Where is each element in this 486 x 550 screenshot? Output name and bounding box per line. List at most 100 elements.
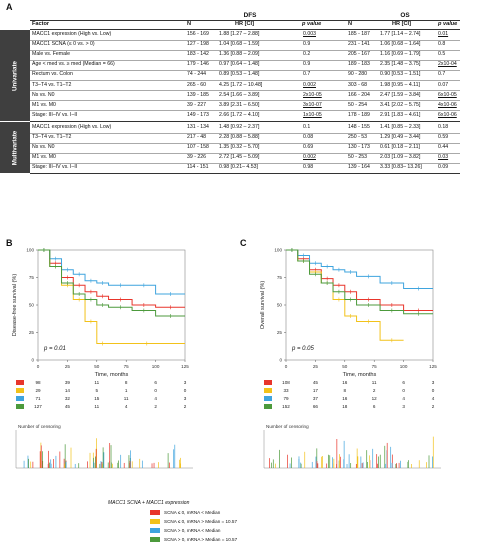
cell-dfs-p: 0.9 bbox=[303, 61, 311, 68]
risk-count: 12 bbox=[372, 396, 378, 401]
cell-dfs-n: 183 - 142 bbox=[187, 51, 209, 58]
rule bbox=[30, 29, 460, 30]
cell-os-p: 4x10-06 bbox=[438, 101, 457, 108]
cell-dfs-p: 1x10-05 bbox=[303, 111, 322, 118]
risk-count: 18 bbox=[342, 404, 348, 409]
rule bbox=[30, 20, 460, 21]
cell-dfs-hr: 2.54 [1.66 – 3.89] bbox=[219, 91, 260, 98]
cell-dfs-hr: 0.89 [0.53 – 1.48] bbox=[219, 71, 260, 78]
risk-count: 108 bbox=[282, 380, 290, 385]
risk-swatch bbox=[16, 388, 24, 393]
risk-count: 11 bbox=[94, 404, 99, 409]
risk-count: 3 bbox=[402, 404, 405, 409]
risk-count: 11 bbox=[372, 380, 377, 385]
cell-os-hr: 1.77 [1.14 – 2.74] bbox=[380, 31, 421, 37]
cell-os-n: 139 - 164 bbox=[348, 164, 370, 170]
cell-factor: Stage: III–IV vs. I–II bbox=[32, 111, 78, 118]
cell-os-p: 0.44 bbox=[438, 144, 449, 150]
x-tick-label: 125 bbox=[181, 364, 189, 369]
x-tick-label: 50 bbox=[342, 364, 348, 369]
cell-dfs-n: 114 - 151 bbox=[187, 164, 209, 170]
cell-dfs-n: 265 - 60 bbox=[187, 81, 207, 88]
cell-os-p: 6x10-06 bbox=[438, 111, 457, 118]
y-tick-label: 50 bbox=[277, 303, 283, 308]
cell-dfs-hr: 2.28 [0.88 – 5.88] bbox=[219, 134, 260, 140]
cell-os-hr: 1.16 [0.69 – 1.79] bbox=[380, 51, 421, 58]
x-tick-label: 75 bbox=[372, 364, 378, 369]
cell-dfs-n: 156 - 169 bbox=[187, 31, 209, 37]
risk-count: 14 bbox=[65, 388, 71, 393]
risk-count: 8 bbox=[125, 380, 128, 385]
col-os-p-header: p value bbox=[438, 21, 458, 27]
multivariate-sidebar: Multivariate bbox=[0, 122, 30, 173]
rule bbox=[30, 173, 460, 174]
cell-os-n: 231 - 141 bbox=[348, 41, 370, 48]
univariate-sidebar: Univariate bbox=[0, 30, 30, 121]
cell-dfs-p: 3x10-07 bbox=[303, 101, 322, 108]
risk-count: 4 bbox=[402, 396, 405, 401]
risk-count: 0 bbox=[154, 388, 157, 393]
panel-label-c: C bbox=[240, 238, 247, 248]
survival-curve bbox=[38, 249, 185, 295]
y-tick-label: 75 bbox=[277, 275, 283, 280]
legend-item: SCNA > 0, mRNA < Median bbox=[150, 528, 220, 534]
cell-dfs-n: 39 - 227 bbox=[187, 101, 207, 108]
cell-dfs-p: 0.002 bbox=[303, 81, 316, 88]
panel-label-a: A bbox=[6, 2, 13, 12]
row-divider bbox=[30, 100, 460, 102]
legend-label: SCNA ≤ 0, mRNA < Median bbox=[164, 510, 221, 515]
row-divider bbox=[30, 132, 460, 134]
risk-count: 29 bbox=[35, 388, 41, 393]
cell-os-hr: 1.98 [0.95 – 4.11] bbox=[380, 81, 420, 88]
row-divider bbox=[30, 142, 460, 144]
risk-count: 15 bbox=[94, 396, 100, 401]
risk-swatch bbox=[16, 396, 24, 401]
risk-count: 0 bbox=[432, 388, 435, 393]
risk-count: 2 bbox=[184, 404, 187, 409]
cell-factor: MACC1 expression (High vs. Low) bbox=[32, 31, 112, 37]
x-tick-label: 100 bbox=[400, 364, 408, 369]
row-divider bbox=[30, 152, 460, 154]
cell-dfs-n: 39 - 226 bbox=[187, 154, 207, 160]
cell-os-n: 250 - 53 bbox=[348, 134, 368, 140]
cell-dfs-p: 0.002 bbox=[303, 154, 316, 160]
cell-os-hr: 3.33 [0.83– 13.26] bbox=[380, 164, 422, 170]
cell-dfs-p: 0.9 bbox=[303, 41, 311, 48]
y-axis-label: Disease-free survival (%) bbox=[12, 274, 18, 337]
risk-count: 32 bbox=[65, 396, 71, 401]
cell-dfs-n: 179 - 146 bbox=[187, 61, 209, 68]
risk-swatch bbox=[16, 380, 24, 385]
table-row: Stage: III–IV vs. I–II 114 - 151 0.98 [0.2… bbox=[30, 163, 460, 173]
table-row: MACC1 expression (High vs. Low) 156 - 169… bbox=[30, 30, 460, 40]
col-dfs-n-header: N bbox=[187, 21, 192, 27]
cell-dfs-p: 0.69 bbox=[303, 144, 314, 150]
x-tick-label: 25 bbox=[313, 364, 319, 369]
rule bbox=[30, 121, 460, 122]
cell-os-hr: 2.47 [1.59 – 3.84] bbox=[380, 91, 421, 98]
risk-count: 3 bbox=[432, 380, 435, 385]
p-value-annotation: p = 0.05 bbox=[291, 346, 315, 352]
table-row: M1 vs. M0 39 - 226 2.72 [1.45 – 5.09] 0.002… bbox=[30, 153, 460, 163]
cell-dfs-p: 0.08 bbox=[303, 134, 314, 140]
cell-factor: Male vs. Female bbox=[32, 51, 71, 58]
risk-count: 33 bbox=[283, 388, 289, 393]
legend-item: SCNA ≤ 0, mRNA > Median = 10.57 bbox=[150, 519, 237, 525]
cell-factor: T3–T4 vs. T1–T2 bbox=[32, 81, 72, 88]
risk-count: 2 bbox=[432, 404, 435, 409]
legend-label: SCNA ≤ 0, mRNA > Median = 10.57 bbox=[164, 519, 237, 524]
cell-os-hr: 1.41 [0.85 – 2.33] bbox=[380, 124, 421, 130]
cell-factor: Ns vs. N0 bbox=[32, 91, 55, 98]
cell-dfs-hr: 1.36 [0.88 – 2.09] bbox=[219, 51, 260, 58]
row-divider bbox=[30, 69, 460, 71]
col-dfs-hr-header: HR [CI] bbox=[235, 21, 254, 27]
row-divider bbox=[30, 39, 460, 41]
table-row: Ns vs. N0 139 - 185 2.54 [1.66 – 3.89] 2x10… bbox=[30, 91, 460, 101]
table-row: Male vs. Female 183 - 142 1.36 [0.88 – 2.0… bbox=[30, 50, 460, 60]
cell-factor: Stage: III–IV vs. I–II bbox=[32, 164, 78, 170]
risk-count: 4 bbox=[125, 404, 128, 409]
cell-dfs-hr: 3.89 [2.31 – 6.50] bbox=[219, 101, 260, 108]
risk-count: 17 bbox=[313, 388, 319, 393]
risk-count: 6 bbox=[402, 380, 405, 385]
cell-dfs-n: 107 - 158 bbox=[187, 144, 209, 150]
table-row: T3–T4 vs. T1–T2 265 - 60 4.25 [1.72 – 10.4… bbox=[30, 81, 460, 91]
